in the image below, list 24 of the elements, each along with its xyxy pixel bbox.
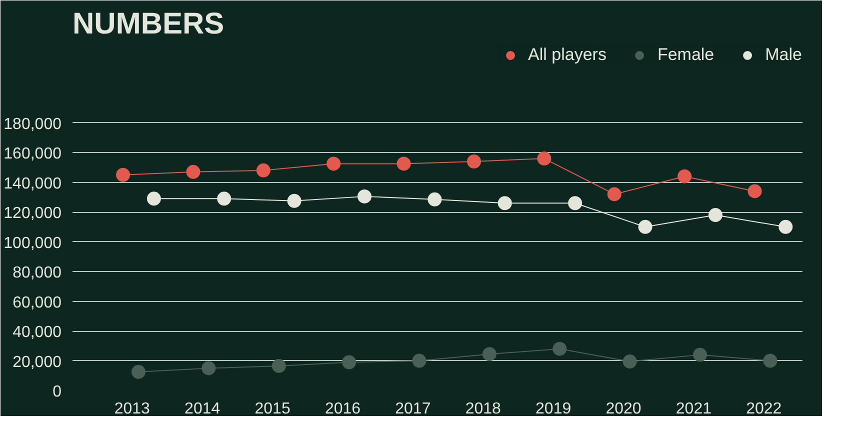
y-tick-label: 160,000 [4,146,62,163]
x-tick-label: 2021 [676,400,712,418]
y-tick-label: 100,000 [4,234,62,252]
x-tick-label: 2014 [184,400,220,418]
y-tick-label: 120,000 [4,205,62,222]
chart-title: NUMBERS [72,8,224,40]
x-tick-label: 2019 [536,400,572,418]
legend-label: Male [765,45,802,65]
y-tick-label: 40,000 [12,324,62,342]
x-tick-label: 2016 [324,400,361,418]
x-tick-label: 2013 [114,400,150,418]
x-tick-label: 2015 [254,400,290,418]
y-tick-label: 80,000 [12,264,62,282]
x-tick-label: 2020 [606,400,642,418]
y-tick-label: 180,000 [4,116,62,133]
x-tick-label: 2017 [395,400,431,418]
x-tick-label: 2018 [465,400,502,418]
legend-label: All players [528,45,606,65]
legend-label: Female [657,45,714,65]
y-tick-label: 20,000 [12,354,62,371]
x-tick-label: 2022 [746,400,782,418]
y-tick-label: 0 [52,384,62,400]
y-tick-label: 140,000 [4,175,62,192]
y-tick-label: 60,000 [12,294,62,312]
